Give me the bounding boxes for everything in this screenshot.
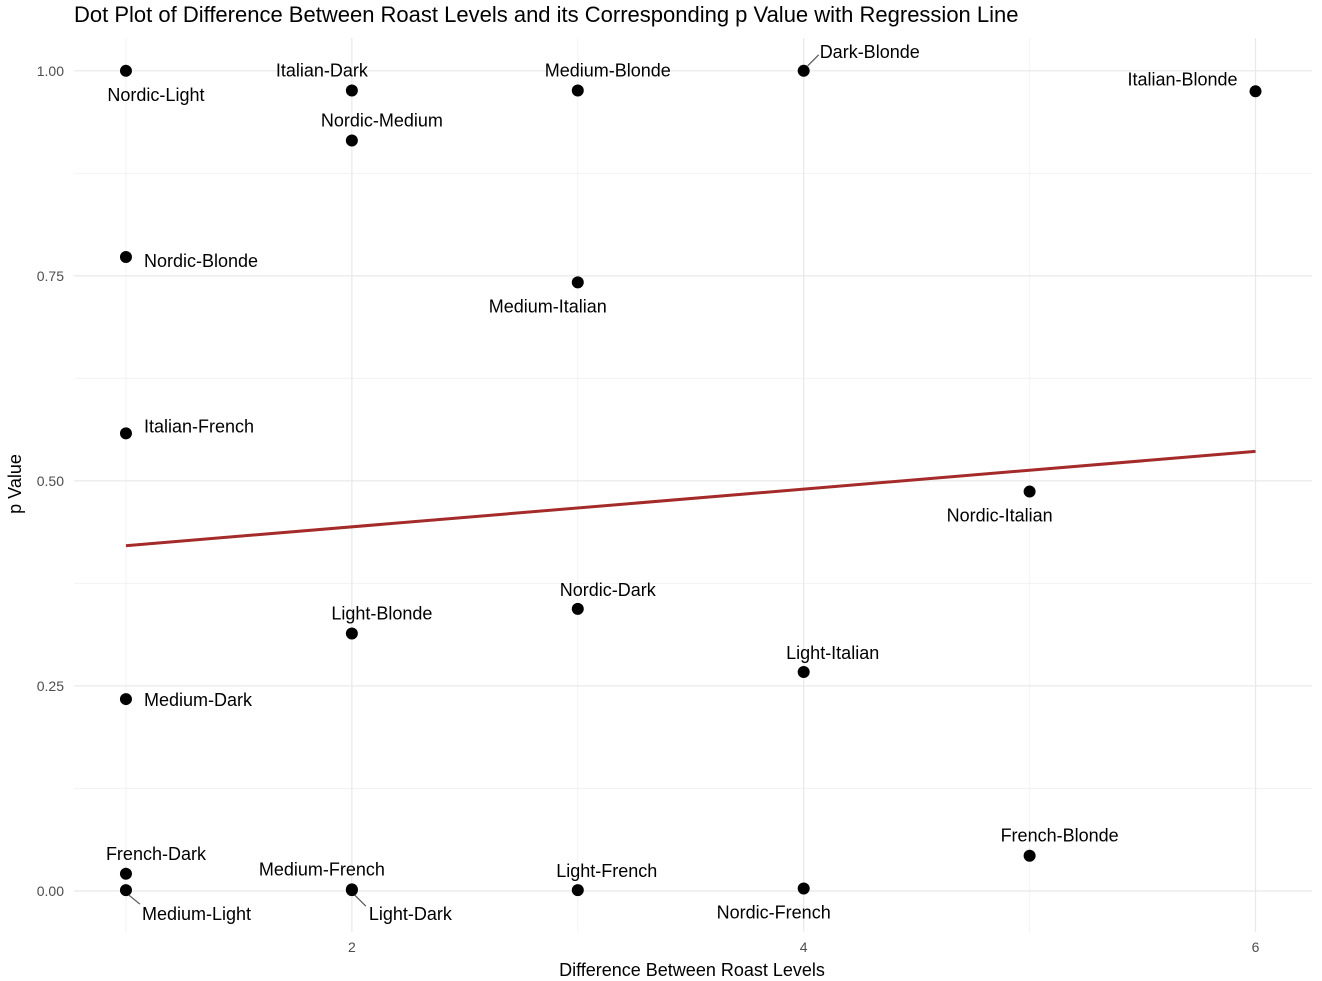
point-label-italian-blonde: Italian-Blonde <box>1127 69 1237 89</box>
label-leader-line <box>128 894 141 905</box>
x-tick-label: 2 <box>348 939 356 955</box>
data-point-french-blonde <box>1023 849 1036 862</box>
data-point-light-french <box>571 884 584 897</box>
data-point-dark-blonde <box>797 64 810 77</box>
label-leader-line <box>354 894 367 907</box>
label-leader-line <box>807 54 820 67</box>
point-label-light-french: Light-French <box>556 861 657 881</box>
y-tick-label: 0.75 <box>37 268 64 284</box>
point-label-nordic-dark: Nordic-Dark <box>560 580 657 600</box>
data-point-french-dark <box>119 867 132 880</box>
data-point-italian-dark <box>345 84 358 97</box>
y-tick-label: 0.00 <box>37 883 64 899</box>
regression-line <box>125 449 1256 548</box>
data-point-medium-blonde <box>571 84 584 97</box>
points-layer <box>119 64 1262 897</box>
point-label-medium-french: Medium-French <box>259 859 385 879</box>
chart-title: Dot Plot of Difference Between Roast Lev… <box>74 2 1019 27</box>
data-point-medium-light <box>119 884 132 897</box>
data-point-nordic-french <box>797 882 810 895</box>
data-point-nordic-medium <box>345 134 358 147</box>
x-axis-title: Difference Between Roast Levels <box>559 960 825 980</box>
data-point-light-blonde <box>345 627 358 640</box>
point-label-nordic-french: Nordic-French <box>717 903 831 923</box>
data-point-italian-blonde <box>1249 85 1262 98</box>
point-label-light-dark: Light-Dark <box>369 904 453 924</box>
x-tick-label: 4 <box>800 939 808 955</box>
point-label-light-blonde: Light-Blonde <box>331 603 432 623</box>
data-point-medium-dark <box>119 693 132 706</box>
point-label-light-italian: Light-Italian <box>786 643 879 663</box>
point-label-dark-blonde: Dark-Blonde <box>820 42 920 62</box>
point-label-medium-light: Medium-Light <box>142 904 251 924</box>
point-label-italian-dark: Italian-Dark <box>276 60 369 80</box>
y-tick-label: 0.25 <box>37 678 64 694</box>
point-label-nordic-blonde: Nordic-Blonde <box>144 251 258 271</box>
grid-layer <box>74 38 1312 932</box>
point-label-nordic-light: Nordic-Light <box>107 85 204 105</box>
point-label-medium-blonde: Medium-Blonde <box>545 60 671 80</box>
point-label-french-dark: French-Dark <box>106 844 207 864</box>
data-point-nordic-light <box>119 64 132 77</box>
point-label-nordic-medium: Nordic-Medium <box>321 111 443 131</box>
point-label-nordic-italian: Nordic-Italian <box>947 506 1053 526</box>
leader-line-layer <box>128 54 820 907</box>
data-point-light-dark <box>345 884 358 897</box>
point-label-medium-dark: Medium-Dark <box>144 690 253 710</box>
data-point-nordic-dark <box>571 602 584 615</box>
data-point-nordic-blonde <box>119 250 132 263</box>
tick-labels-layer: 2 4 6 0.00 0.25 0.50 0.75 1.00 <box>37 63 1260 955</box>
x-tick-label: 6 <box>1252 939 1260 955</box>
y-tick-label: 1.00 <box>37 63 64 79</box>
point-labels-layer: Nordic-Light Italian-Dark Nordic-Medium Med… <box>106 42 1238 924</box>
data-point-light-italian <box>797 666 810 679</box>
data-point-medium-italian <box>571 276 584 289</box>
data-point-nordic-italian <box>1023 485 1036 498</box>
regression-layer <box>125 449 1256 548</box>
point-label-medium-italian: Medium-Italian <box>489 296 607 316</box>
data-point-italian-french <box>119 427 132 440</box>
point-label-french-blonde: French-Blonde <box>1001 826 1119 846</box>
y-tick-label: 0.50 <box>37 473 64 489</box>
point-label-italian-french: Italian-French <box>144 416 254 436</box>
y-axis-title: p Value <box>5 454 25 514</box>
